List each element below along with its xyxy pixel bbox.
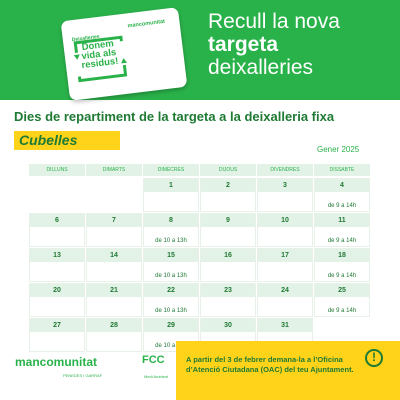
- mancomunitat-subtitle: PENEDÈS I GARRAF: [63, 373, 103, 378]
- calendar-day: 27: [29, 318, 85, 352]
- day-number: 3: [258, 179, 312, 192]
- opening-hours: de 9 a 14h: [327, 238, 357, 244]
- calendar-day: 9: [200, 213, 256, 247]
- day-number: 22: [144, 284, 198, 297]
- day-number: 31: [258, 319, 312, 332]
- calendar-day: 16: [200, 248, 256, 282]
- exclamation-icon: !: [365, 349, 383, 367]
- opening-hours: de 10 a 13h: [155, 343, 187, 349]
- day-number: 24: [258, 284, 312, 297]
- town-name: Cubelles: [19, 132, 78, 148]
- day-number: 21: [87, 284, 141, 297]
- day-number: 6: [30, 214, 84, 227]
- day-number: 8: [144, 214, 198, 227]
- day-number: 18: [315, 249, 369, 262]
- day-number: 1: [144, 179, 198, 192]
- weekday-header: DISSABTE: [314, 164, 370, 176]
- day-number: 15: [144, 249, 198, 262]
- calendar-day: 22 de 10 a 13h: [143, 283, 199, 317]
- day-number: 27: [30, 319, 84, 332]
- weekday-header: DIMARTS: [86, 164, 142, 176]
- calendar-day: 18 de 9 a 14h: [314, 248, 370, 282]
- day-number: 16: [201, 249, 255, 262]
- calendar-day: 11 de 9 a 14h: [314, 213, 370, 247]
- mancomunitat-logo: mancomunitat: [15, 355, 98, 369]
- month-label: Gener 2025: [317, 145, 360, 154]
- calendar-day: 17: [257, 248, 313, 282]
- calendar-day: 7: [86, 213, 142, 247]
- day-number: 29: [144, 319, 198, 332]
- membership-card: Deixalleries Donem vida als residus! man…: [60, 7, 188, 101]
- page-title: Dies de repartiment de la targeta a la d…: [14, 109, 335, 124]
- headline-line-3: deixalleries: [208, 56, 314, 79]
- calendar-day: 6: [29, 213, 85, 247]
- town-badge: Cubelles: [14, 131, 120, 150]
- notice-banner: A partir del 3 de febrer demana-la a l’O…: [176, 341, 400, 400]
- calendar-day: 10: [257, 213, 313, 247]
- calendar-day: [86, 178, 142, 212]
- day-number: 10: [258, 214, 312, 227]
- day-number: 9: [201, 214, 255, 227]
- opening-hours: de 10 a 13h: [155, 238, 187, 244]
- calendar-day: [29, 178, 85, 212]
- day-number: 2: [201, 179, 255, 192]
- recycle-icon: [73, 35, 128, 83]
- calendar-day: 1: [143, 178, 199, 212]
- calendar-day: 24: [257, 283, 313, 317]
- calendar-day: 20: [29, 283, 85, 317]
- headline-line-1: Recull la nova: [208, 10, 340, 33]
- opening-hours: de 9 a 14h: [327, 203, 357, 209]
- calendar-day: 8 de 10 a 13h: [143, 213, 199, 247]
- calendar-day: 13: [29, 248, 85, 282]
- calendar-day: 23: [200, 283, 256, 317]
- day-number: 20: [30, 284, 84, 297]
- calendar-day: 21: [86, 283, 142, 317]
- fcc-logo: FCC: [142, 354, 165, 366]
- day-number: 30: [201, 319, 255, 332]
- day-number: 4: [315, 179, 369, 192]
- headline: Recull la nova targeta deixalleries: [208, 10, 340, 79]
- day-number: 13: [30, 249, 84, 262]
- opening-hours: de 10 a 13h: [155, 308, 187, 314]
- fcc-subtitle: Medi Ambient: [144, 374, 169, 379]
- calendar-day: 2: [200, 178, 256, 212]
- weekday-header: DILLUNS: [29, 164, 85, 176]
- day-number: 23: [201, 284, 255, 297]
- day-number: 7: [87, 214, 141, 227]
- headline-line-2: targeta: [208, 33, 279, 56]
- header-banner: Deixalleries Donem vida als residus! man…: [0, 0, 400, 101]
- opening-hours: de 9 a 14h: [327, 273, 357, 279]
- weekday-header: DIJOUS: [200, 164, 256, 176]
- opening-hours: de 9 a 14h: [327, 308, 357, 314]
- day-number: 14: [87, 249, 141, 262]
- opening-hours: de 10 a 13h: [155, 273, 187, 279]
- calendar-day: 28: [86, 318, 142, 352]
- calendar-day: 15 de 10 a 13h: [143, 248, 199, 282]
- calendar-day: 4 de 9 a 14h: [314, 178, 370, 212]
- day-number: 11: [315, 214, 369, 227]
- notice-text: A partir del 3 de febrer demana-la a l’O…: [186, 355, 354, 374]
- day-number: 25: [315, 284, 369, 297]
- calendar-day: 14: [86, 248, 142, 282]
- calendar-day: 25 de 9 a 14h: [314, 283, 370, 317]
- day-number: 17: [258, 249, 312, 262]
- day-number: 28: [87, 319, 141, 332]
- weekday-header: DIVENDRES: [257, 164, 313, 176]
- weekday-header: DIMECRES: [143, 164, 199, 176]
- card-brand: mancomunitat: [127, 18, 166, 30]
- calendar-day: 3: [257, 178, 313, 212]
- card-slogan: Donem vida als residus!: [73, 38, 124, 71]
